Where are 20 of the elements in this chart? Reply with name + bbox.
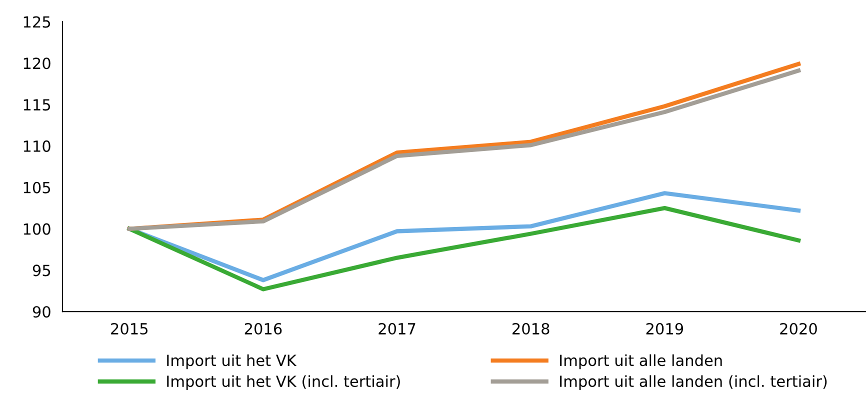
x-tick-label: 2016 bbox=[244, 322, 282, 335]
legend-label: Import uit alle landen bbox=[560, 354, 722, 370]
y-tick-label: 100 bbox=[24, 223, 50, 235]
y-tick-label: 90 bbox=[32, 306, 50, 318]
y-tick-label: 125 bbox=[24, 16, 50, 28]
line-series bbox=[127, 206, 801, 292]
y-tick-label: 110 bbox=[24, 140, 50, 152]
x-tick-label: 2020 bbox=[780, 322, 817, 335]
line-series bbox=[127, 191, 801, 282]
x-tick-label: 2019 bbox=[646, 322, 684, 335]
y-tick-label: 95 bbox=[32, 264, 50, 276]
y-tick-label: 105 bbox=[24, 182, 50, 194]
x-tick-label: 2018 bbox=[512, 322, 550, 335]
x-tick-label: 2017 bbox=[378, 322, 416, 335]
legend-label: Import uit alle landen (incl. tertiair) bbox=[560, 375, 827, 390]
legend-label: Import uit het VK (incl. tertiair) bbox=[167, 375, 400, 390]
y-tick-label: 120 bbox=[24, 58, 50, 70]
x-tick-label: 2015 bbox=[111, 322, 148, 335]
legend-label: Import uit het VK bbox=[167, 354, 297, 370]
y-tick-label: 115 bbox=[24, 99, 50, 111]
